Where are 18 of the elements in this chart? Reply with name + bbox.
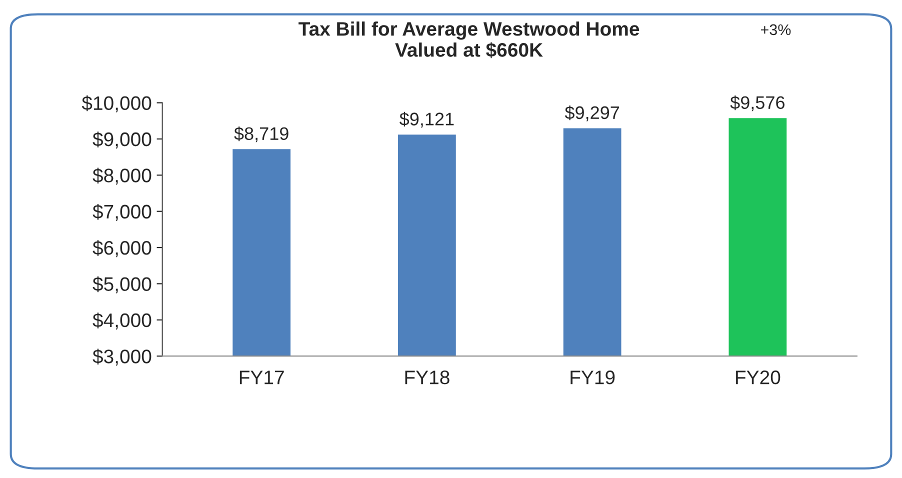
text: +3% [760, 24, 791, 36]
y-tick-label: $9,000 [92, 132, 152, 148]
data-label: $8,719 [234, 126, 288, 142]
y-tick-label: $3,000 [92, 348, 152, 366]
data-label: $9,121 [400, 112, 454, 128]
chart-title: Tax Bill for Average Westwood Home Valued at $660K [298, 22, 640, 58]
x-tick-label: FY20 [736, 370, 780, 384]
x-tick-label: FY18 [405, 370, 450, 384]
data-label: $9,576 [730, 95, 784, 112]
data-label: $9,297 [564, 106, 620, 122]
x-tick-label: FY19 [570, 370, 615, 384]
y-tick-label: $8,000 [92, 168, 152, 185]
y-tick-label: $5,000 [92, 276, 152, 294]
y-tick-label: $10,000 [82, 95, 152, 112]
y-tick-label: $6,000 [92, 240, 152, 258]
y-tick-label: $7,000 [92, 204, 152, 221]
x-tick-label: FY17 [240, 370, 284, 384]
y-tick-label: $4,000 [92, 312, 152, 330]
